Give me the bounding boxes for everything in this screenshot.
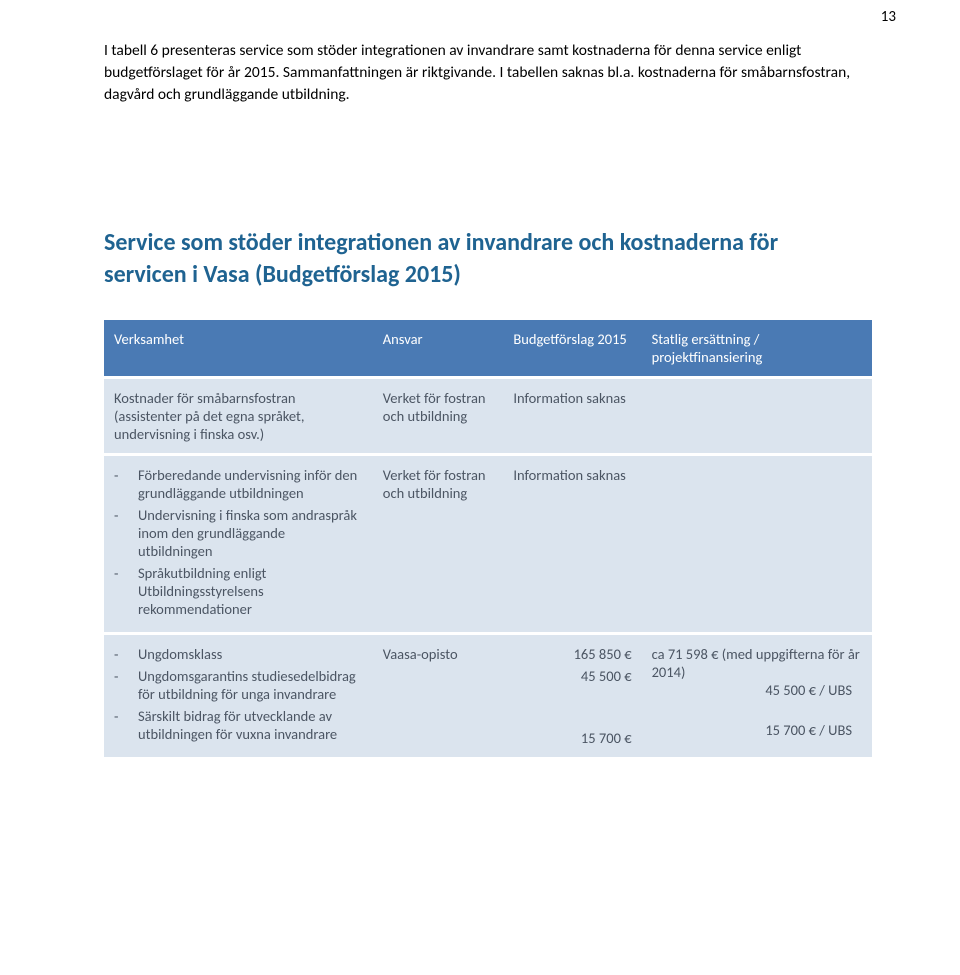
cell-budget: Information saknas: [503, 377, 641, 454]
dash-icon: -: [114, 564, 124, 618]
list-item: - Förberedande undervisning inför den gr…: [114, 466, 363, 502]
cell-budget: 165 850 € 45 500 € 15 700 €: [503, 633, 641, 757]
heading-line-2: servicen i Vasa (Budgetförslag 2015): [104, 260, 461, 289]
table-header-row: Verksamhet Ansvar Budgetförslag 2015 Sta…: [104, 320, 872, 378]
intro-line-1: I tabell 6 presenteras service som stöde…: [104, 41, 715, 60]
cell-ansvar: Verket för fostran och utbildning: [373, 454, 504, 633]
table-row: - Ungdomsklass - Ungdomsgarantins studie…: [104, 633, 872, 757]
statlig-line: 45 500 € / UBS: [652, 681, 862, 699]
list-item-text: Undervisning i finska som andraspråk ino…: [138, 506, 363, 560]
statlig-spacer: [652, 699, 862, 721]
col-header-budget: Budgetförslag 2015: [503, 320, 641, 378]
list-item-text: Språkutbildning enligt Utbildningsstyrel…: [138, 564, 363, 618]
cell-ansvar: Verket för fostran och utbildning: [373, 377, 504, 454]
col-header-ansvar: Ansvar: [373, 320, 504, 378]
page-number: 13: [881, 8, 896, 26]
dash-icon: -: [114, 466, 124, 502]
bullet-list: - Förberedande undervisning inför den gr…: [114, 466, 363, 618]
budget-value: 45 500 €: [581, 667, 632, 685]
dash-icon: -: [114, 667, 124, 703]
section-heading: Service som stöder integrationen av inva…: [104, 227, 844, 292]
bullet-list: - Ungdomsklass - Ungdomsgarantins studie…: [114, 645, 363, 743]
list-item: - Särskilt bidrag för utvecklande av utb…: [114, 707, 363, 743]
cell-verksamhet: - Ungdomsklass - Ungdomsgarantins studie…: [104, 633, 373, 757]
cell-verksamhet: - Förberedande undervisning inför den gr…: [104, 454, 373, 633]
heading-line-1: Service som stöder integrationen av inva…: [104, 228, 778, 257]
cell-budget: Information saknas: [503, 454, 641, 633]
list-item-text: Förberedande undervisning inför den grun…: [138, 466, 363, 502]
col-header-statlig: Statlig ersättning / projektfinansiering: [642, 320, 872, 378]
cell-ansvar: Vaasa-opisto: [373, 633, 504, 757]
service-table: Verksamhet Ansvar Budgetförslag 2015 Sta…: [104, 320, 872, 757]
list-item-text: Ungdomsgarantins studiesedelbidrag för u…: [138, 667, 363, 703]
list-item-text: Särskilt bidrag för utvecklande av utbil…: [138, 707, 363, 743]
list-item: - Ungdomsklass: [114, 645, 363, 663]
list-item-text: Ungdomsklass: [138, 645, 222, 663]
table-row: - Förberedande undervisning inför den gr…: [104, 454, 872, 633]
list-item: - Språkutbildning enligt Utbildningsstyr…: [114, 564, 363, 618]
page: 13 I tabell 6 presenteras service som st…: [0, 0, 960, 975]
dash-icon: -: [114, 506, 124, 560]
cell-statlig: [642, 377, 872, 454]
cell-statlig: ca 71 598 € (med uppgifterna för år 2014…: [642, 633, 872, 757]
budget-value: 165 850 €: [574, 645, 632, 663]
statlig-line: ca 71 598 € (med uppgifterna för år 2014…: [652, 645, 862, 681]
cell-verksamhet: Kostnader för småbarnsfostran (assistent…: [104, 377, 373, 454]
dash-icon: -: [114, 645, 124, 663]
col-header-verksamhet: Verksamhet: [104, 320, 373, 378]
budget-value: 15 700 €: [581, 729, 632, 747]
intro-paragraph: I tabell 6 presenteras service som stöde…: [104, 40, 872, 107]
cell-statlig: [642, 454, 872, 633]
list-item: - Ungdomsgarantins studiesedelbidrag för…: [114, 667, 363, 703]
dash-icon: -: [114, 707, 124, 743]
table-row: Kostnader för småbarnsfostran (assistent…: [104, 377, 872, 454]
statlig-line: 15 700 € / UBS: [652, 721, 862, 739]
list-item: - Undervisning i finska som andraspråk i…: [114, 506, 363, 560]
